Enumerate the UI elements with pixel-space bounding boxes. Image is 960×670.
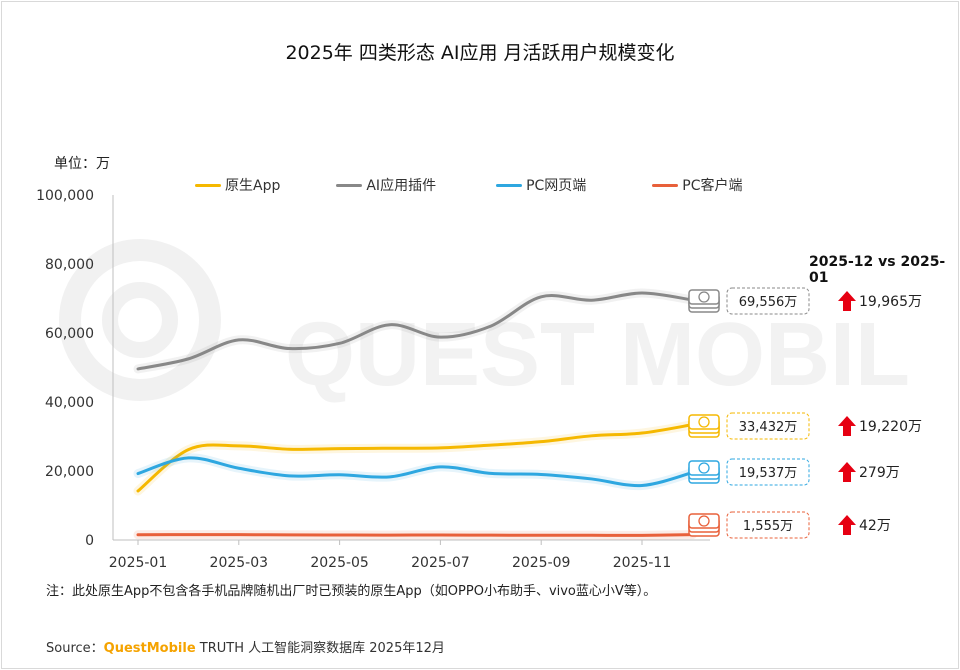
up-arrow-icon bbox=[838, 416, 856, 436]
legend-swatch bbox=[652, 183, 679, 187]
legend-label: PC网页端 bbox=[526, 178, 587, 194]
watermark-logo-outer bbox=[59, 239, 221, 401]
end-value-label: 19,537万 bbox=[739, 466, 798, 481]
legend: 原生App AI应用插件 PC网页端 PC客户端 bbox=[195, 175, 799, 195]
source-text: TRUTH 人工智能洞察数据库 2025年12月 bbox=[199, 641, 445, 656]
pc-client-icon bbox=[688, 513, 720, 537]
y-tick-label: 0 bbox=[85, 533, 94, 549]
source-brand: QuestMobile bbox=[103, 641, 196, 656]
x-tick-label: 2025-01 bbox=[109, 555, 168, 571]
x-tick-label: 2025-05 bbox=[310, 555, 369, 571]
legend-swatch bbox=[336, 183, 363, 187]
legend-label: PC客户端 bbox=[682, 178, 743, 194]
y-tick-label: 80,000 bbox=[45, 257, 94, 273]
legend-swatch bbox=[195, 183, 221, 187]
end-value-box bbox=[726, 511, 810, 539]
legend-item-ai-plugin: AI应用插件 bbox=[336, 175, 436, 195]
legend-item-native-app: 原生App bbox=[195, 175, 280, 195]
x-tick-label: 2025-11 bbox=[613, 555, 672, 571]
footnote: 注：此处原生App不包含各手机品牌随机出厂时已预装的原生App（如OPPO小布助… bbox=[46, 584, 657, 599]
delta-label: 279万 bbox=[859, 465, 900, 481]
icon-layer bbox=[688, 289, 720, 305]
ai-plugin-icon bbox=[688, 289, 720, 313]
legend-swatch bbox=[496, 183, 523, 187]
legend-item-pc-web: PC网页端 bbox=[496, 175, 586, 195]
up-arrow-icon bbox=[838, 291, 856, 311]
series-line-pc-web bbox=[136, 456, 694, 488]
icon-layer bbox=[688, 460, 720, 476]
y-tick-label: 40,000 bbox=[45, 395, 94, 411]
series-lines bbox=[133, 288, 697, 540]
unit-label: 单位：万 bbox=[54, 156, 110, 172]
end-value-label: 33,432万 bbox=[739, 420, 798, 435]
x-tick-label: 2025-07 bbox=[411, 555, 470, 571]
icon-layer bbox=[688, 513, 720, 529]
end-annotations: 69,556万 19,965万 33,432万 19,220万 19,537万 279万 1… bbox=[688, 287, 922, 539]
y-tick-label: 60,000 bbox=[45, 326, 94, 342]
source-line: Source：QuestMobile TRUTH 人工智能洞察数据库 2025年… bbox=[46, 637, 445, 656]
line-chart: 0 20,000 40,000 60,000 80,000 100,000 2025-01 2… bbox=[36, 188, 922, 571]
icon-layer bbox=[688, 414, 720, 430]
icon-glyph bbox=[698, 416, 710, 428]
y-tick-label: 20,000 bbox=[45, 464, 94, 480]
pc-web-icon bbox=[688, 460, 720, 484]
up-arrow-icon bbox=[838, 515, 856, 535]
source-prefix: Source： bbox=[46, 641, 104, 656]
series-line-pc-client bbox=[136, 533, 694, 537]
icon-glyph bbox=[698, 462, 710, 474]
end-value-label: 1,555万 bbox=[743, 519, 793, 534]
icon-glyph bbox=[698, 291, 710, 303]
legend-label: 原生App bbox=[225, 178, 281, 194]
delta-label: 42万 bbox=[859, 518, 891, 534]
delta-label: 19,965万 bbox=[859, 294, 922, 310]
end-value-box bbox=[726, 458, 810, 486]
icon-glyph bbox=[698, 515, 710, 527]
ai-app-icon bbox=[688, 414, 720, 438]
end-value-box bbox=[726, 412, 810, 440]
chart-title: 2025年 四类形态 AI应用 月活跃用户规模变化 bbox=[285, 42, 675, 64]
y-tick-label: 100,000 bbox=[36, 188, 94, 204]
delta-label: 19,220万 bbox=[859, 419, 922, 435]
end-value-label: 69,556万 bbox=[739, 295, 798, 310]
x-tick-label: 2025-09 bbox=[512, 555, 571, 571]
up-arrow-icon bbox=[838, 462, 856, 482]
axes: 0 20,000 40,000 60,000 80,000 100,000 2025-01 2… bbox=[36, 188, 710, 571]
watermark: QUEST MOBILE bbox=[59, 239, 915, 405]
series-line-native-app bbox=[136, 423, 694, 493]
end-value-box bbox=[726, 287, 810, 315]
series-line-ai-plugin bbox=[136, 291, 694, 371]
comparison-title: 2025-12 vs 2025-01 bbox=[809, 254, 946, 286]
x-tick-label: 2025-03 bbox=[210, 555, 269, 571]
legend-label: AI应用插件 bbox=[366, 178, 437, 194]
watermark-text: QUEST MOBILE bbox=[285, 305, 915, 405]
legend-item-pc-client: PC客户端 bbox=[652, 175, 743, 195]
watermark-logo-inner bbox=[102, 282, 178, 358]
